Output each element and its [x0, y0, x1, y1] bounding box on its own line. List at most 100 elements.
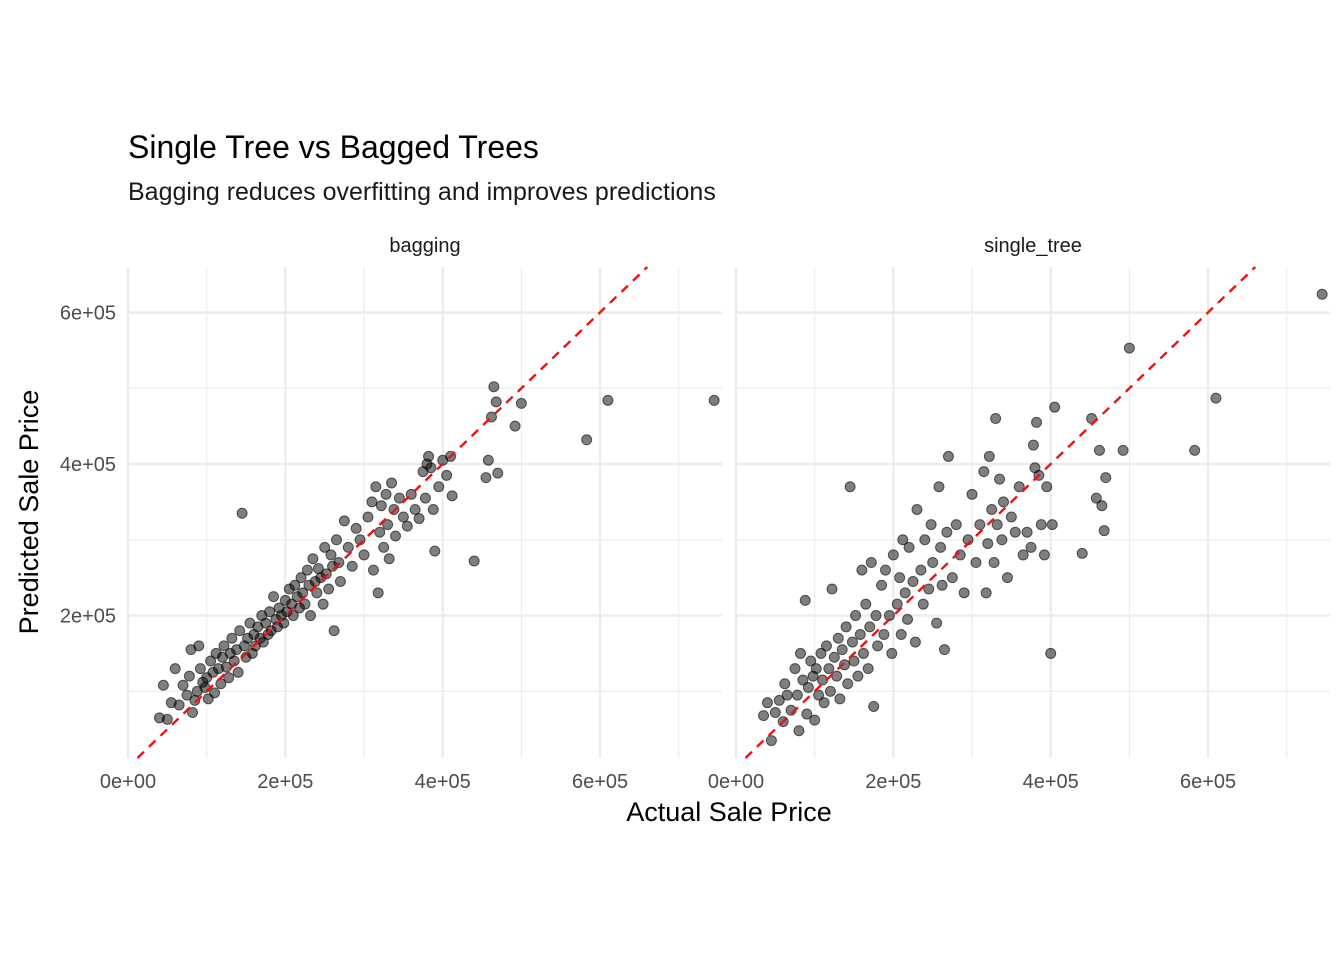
data-point — [974, 519, 986, 531]
data-point — [194, 663, 206, 675]
x-tick-label: 0e+00 — [100, 771, 156, 793]
x-tick-label: 4e+05 — [1023, 771, 1079, 793]
data-point — [1025, 541, 1037, 553]
data-point — [897, 534, 909, 546]
data-point — [299, 598, 311, 610]
data-point — [1038, 549, 1050, 561]
x-tick-label: 6e+05 — [572, 771, 628, 793]
data-point — [393, 492, 405, 504]
data-point — [917, 598, 929, 610]
data-point — [350, 522, 362, 534]
data-point — [1100, 472, 1112, 484]
data-point — [839, 659, 851, 671]
data-point — [769, 707, 781, 719]
y-axis-ticks: 2e+05 4e+05 6e+05 — [60, 302, 116, 627]
data-point — [427, 503, 439, 515]
data-point — [813, 689, 825, 701]
data-point — [878, 628, 890, 640]
chart-subtitle: Bagging reduces overfitting and improves… — [128, 178, 716, 206]
data-point — [862, 663, 874, 675]
data-point — [1090, 492, 1102, 504]
data-point — [425, 462, 437, 474]
data-point — [907, 575, 919, 587]
data-point — [382, 519, 394, 531]
data-point — [409, 503, 421, 515]
data-point — [789, 663, 801, 675]
data-point — [209, 687, 221, 699]
data-point — [942, 450, 954, 462]
data-point — [1031, 416, 1043, 428]
data-point — [338, 515, 350, 527]
data-point — [509, 420, 521, 432]
data-point — [1316, 288, 1328, 300]
y-tick-label: 4e+05 — [60, 454, 116, 476]
data-point — [482, 454, 494, 466]
data-point — [708, 394, 720, 406]
data-point — [857, 647, 869, 659]
data-point — [367, 564, 379, 576]
data-point — [374, 526, 386, 538]
data-point — [1093, 444, 1105, 456]
data-point — [1009, 526, 1021, 538]
x-tick-label: 2e+05 — [865, 771, 921, 793]
data-point — [1117, 444, 1129, 456]
data-point — [492, 467, 504, 479]
data-point — [820, 640, 832, 652]
data-point — [894, 572, 906, 584]
data-point — [828, 651, 840, 663]
data-point — [223, 672, 235, 684]
data-point — [386, 477, 398, 489]
data-point — [401, 520, 413, 532]
data-point — [1096, 500, 1108, 512]
data-point — [834, 693, 846, 705]
data-point — [264, 606, 276, 618]
x-tick-label: 0e+00 — [708, 771, 764, 793]
data-point — [169, 663, 181, 675]
data-point — [876, 579, 888, 591]
data-point — [446, 490, 458, 502]
data-point — [805, 655, 817, 667]
data-point — [157, 679, 169, 691]
data-point — [295, 572, 307, 584]
data-point — [856, 564, 868, 576]
data-point — [301, 564, 313, 576]
data-point — [832, 632, 844, 644]
data-point — [980, 587, 992, 599]
y-tick-label: 2e+05 — [60, 606, 116, 628]
data-point — [842, 678, 854, 690]
data-point — [330, 534, 342, 546]
data-point — [950, 519, 962, 531]
data-point — [824, 685, 836, 697]
data-point — [848, 655, 860, 667]
data-point — [982, 538, 994, 550]
data-point — [795, 647, 807, 659]
panel-label-bagging: bagging — [389, 235, 460, 257]
data-point — [902, 613, 914, 625]
x-tick-label: 2e+05 — [257, 771, 313, 793]
data-point — [915, 564, 927, 576]
data-point — [161, 713, 173, 725]
data-point — [287, 610, 299, 622]
data-point — [852, 670, 864, 682]
data-point — [870, 610, 882, 622]
data-point — [488, 381, 500, 393]
data-point — [801, 708, 813, 720]
data-point — [773, 694, 785, 706]
data-point — [372, 587, 384, 599]
data-point — [872, 640, 884, 652]
data-point — [781, 689, 793, 701]
data-point — [990, 413, 1002, 425]
data-point — [311, 587, 323, 599]
data-point — [836, 644, 848, 656]
data-point — [983, 450, 995, 462]
data-point — [1046, 519, 1058, 531]
data-point — [236, 507, 248, 519]
data-point — [809, 714, 821, 726]
data-point — [1005, 511, 1017, 523]
data-point — [1001, 572, 1013, 584]
data-point — [846, 636, 858, 648]
data-point — [799, 594, 811, 606]
data-point — [966, 488, 978, 500]
data-point — [1013, 481, 1025, 493]
